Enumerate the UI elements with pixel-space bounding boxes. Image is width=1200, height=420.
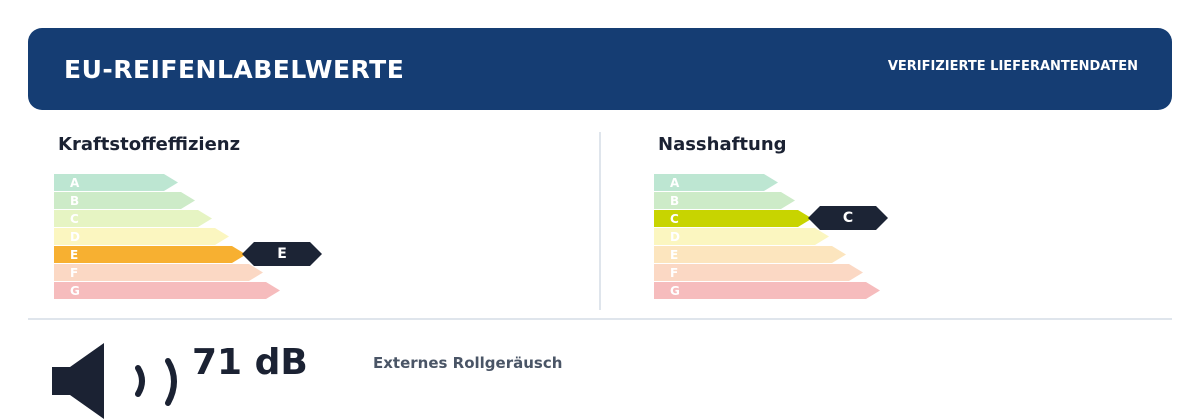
- grip-bar-d: D: [654, 228, 829, 245]
- grip-bar-c: C: [654, 210, 812, 227]
- wet-grip-title: Nasshaftung: [658, 134, 787, 155]
- fuel-bar-b: B: [54, 192, 195, 209]
- grip-bar-f: F: [654, 264, 863, 281]
- vertical-divider: [599, 132, 601, 310]
- noise-value: 71 dB: [192, 342, 308, 383]
- fuel-bar-label: G: [70, 284, 80, 298]
- grip-bar-b: B: [654, 192, 795, 209]
- fuel-bar-d: D: [54, 228, 229, 245]
- grip-bar-label: G: [670, 284, 680, 298]
- fuel-rating-marker: E: [242, 242, 322, 266]
- verified-badge: VERIFIZIERTE LIEFERANTENDATEN: [887, 59, 1138, 74]
- fuel-bar-label: C: [70, 212, 79, 226]
- fuel-bar-a: A: [54, 174, 178, 191]
- grip-rating-marker: C: [808, 206, 888, 230]
- page-title: EU-REIFENLABELWERTE: [64, 55, 405, 84]
- grip-bar-label: D: [670, 230, 680, 244]
- grip-bar-a: A: [654, 174, 778, 191]
- grip-bar-label: B: [670, 194, 680, 208]
- fuel-bar-label: E: [70, 248, 79, 262]
- horizontal-divider: [28, 318, 1172, 320]
- fuel-bar-c: C: [54, 210, 212, 227]
- fuel-bar-label: B: [70, 194, 80, 208]
- noise-label: Externes Rollgeräusch: [373, 354, 563, 372]
- fuel-efficiency-title: Kraftstoffeffizienz: [58, 134, 241, 155]
- fuel-bar-g: G: [54, 282, 280, 299]
- fuel-bar-f: F: [54, 264, 263, 281]
- grip-bar-label: F: [670, 266, 679, 280]
- header-banner: EU-REIFENLABELWERTE VERIFIZIERTE LIEFERA…: [28, 28, 1172, 110]
- speaker-icon: [52, 343, 177, 419]
- grip-bar-label: C: [670, 212, 679, 226]
- grip-bar-g: G: [654, 282, 880, 299]
- grip-bar-label: A: [670, 176, 680, 190]
- grip-bar-e: E: [654, 246, 846, 263]
- fuel-bar-label: D: [70, 230, 80, 244]
- fuel-bar-e: E: [54, 246, 246, 263]
- fuel-rating-value: E: [277, 246, 287, 262]
- fuel-bar-label: F: [70, 266, 79, 280]
- grip-bar-label: E: [670, 248, 679, 262]
- fuel-bar-label: A: [70, 176, 80, 190]
- grip-rating-value: C: [842, 210, 854, 226]
